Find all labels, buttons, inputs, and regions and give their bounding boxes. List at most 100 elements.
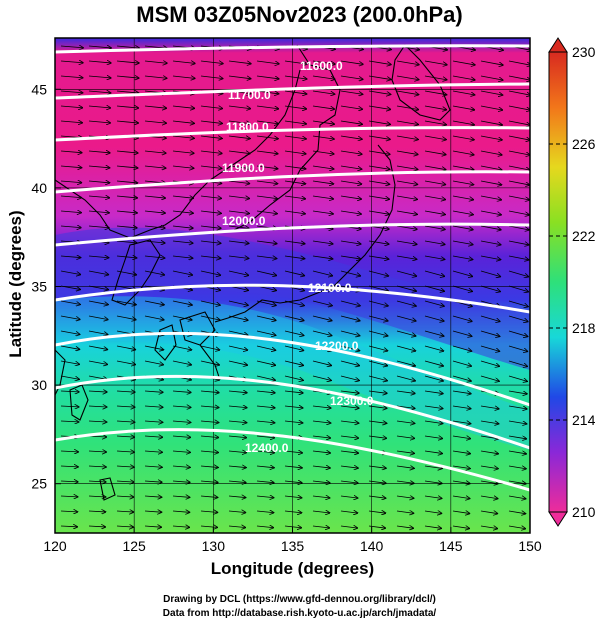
height-contour-line: [55, 331, 530, 407]
wind-vector: [200, 466, 218, 467]
wind-vector: [368, 210, 389, 214]
wind-vector: [396, 436, 414, 438]
wind-vector: [424, 75, 447, 80]
wind-vector: [200, 345, 219, 350]
wind-vector: [480, 481, 498, 484]
wind-vector: [144, 270, 164, 275]
wind-vector: [256, 270, 276, 275]
wind-vector: [60, 181, 81, 183]
wind-vector: [368, 406, 387, 408]
wind-vector: [116, 345, 135, 350]
wind-vector: [340, 496, 357, 498]
wind-vector: [368, 360, 387, 366]
wind-vector: [116, 270, 136, 275]
wind-vector: [340, 180, 361, 184]
wind-vector: [508, 180, 529, 185]
wind-vector: [172, 270, 192, 275]
wind-vector: [144, 496, 161, 497]
wind-vector: [256, 496, 273, 498]
wind-vector: [172, 151, 194, 153]
wind-vector: [424, 285, 444, 291]
wind-vector: [60, 330, 79, 334]
wind-vector: [116, 151, 138, 153]
wind-vector: [228, 151, 250, 154]
wind-vector: [452, 451, 470, 454]
x-tick-label: 120: [43, 538, 67, 554]
wind-vector: [452, 330, 471, 336]
wind-vector: [424, 255, 444, 259]
wind-vector: [396, 270, 416, 276]
wind-vector: [200, 106, 222, 108]
wind-vector: [508, 135, 530, 140]
wind-vector: [452, 195, 473, 200]
wind-vector: [284, 345, 303, 350]
y-tick-label: 35: [31, 278, 47, 294]
wind-vector: [508, 105, 530, 110]
wind-vector: [144, 345, 163, 350]
wind-vector: [396, 225, 417, 229]
wind-vector: [508, 255, 528, 260]
wind-vector: [144, 391, 163, 392]
wind-vector: [200, 436, 218, 437]
wind-vector: [396, 195, 417, 199]
contour-label: 11800.0: [226, 120, 269, 134]
y-tick-label: 40: [31, 180, 47, 196]
wind-vector: [60, 375, 79, 379]
wind-vector: [60, 226, 81, 228]
x-tick-label: 145: [439, 538, 463, 554]
wind-vector: [60, 166, 81, 168]
wind-vector: [256, 375, 275, 380]
wind-vector: [284, 360, 303, 365]
wind-vector: [312, 195, 333, 199]
wind-vector: [340, 375, 359, 381]
wind-vector: [172, 406, 191, 407]
contour-label: 11900.0: [222, 161, 265, 175]
colorbar-scale: [548, 51, 568, 513]
wind-vector: [172, 481, 190, 482]
wind-vector: [508, 60, 530, 65]
wind-vector: [368, 436, 386, 438]
wind-vector: [480, 90, 502, 95]
wind-vector: [60, 345, 79, 349]
wind-vector: [228, 315, 248, 320]
wind-vector: [452, 90, 474, 95]
wind-vector: [116, 76, 139, 78]
wind-vector: [88, 91, 110, 93]
wind-vector: [228, 105, 250, 109]
wind-vector: [256, 315, 276, 320]
wind-vector: [256, 421, 274, 423]
wind-vector: [340, 75, 363, 79]
wind-vector: [424, 451, 442, 453]
wind-vector: [508, 75, 530, 80]
jet-core-shading: [55, 227, 530, 370]
wind-vector: [424, 165, 445, 170]
wind-vector: [284, 300, 304, 305]
wind-vector: [116, 241, 137, 243]
wind-vector: [452, 255, 472, 259]
wind-vector: [228, 421, 246, 423]
wind-vector: [116, 211, 137, 213]
wind-vector: [284, 255, 304, 259]
wind-vector: [228, 75, 251, 79]
wind-vector: [116, 451, 134, 452]
wind-vector: [340, 511, 357, 513]
y-tick-label: 45: [31, 81, 47, 97]
wind-vector: [424, 90, 446, 95]
wind-vector: [396, 105, 418, 110]
wind-vector: [228, 360, 247, 365]
wind-vector: [88, 511, 105, 512]
wind-vector: [396, 300, 416, 306]
wind-vector: [452, 285, 472, 291]
wind-vector: [228, 345, 247, 350]
wind-vector: [228, 496, 245, 498]
wind-vector: [256, 481, 274, 483]
wind-vector: [368, 391, 387, 393]
wind-vector: [452, 345, 471, 351]
wind-vector: [396, 360, 415, 366]
wind-vector: [60, 270, 80, 274]
wind-vector: [60, 511, 77, 512]
wind-vector: [144, 76, 167, 78]
wind-vector: [312, 270, 332, 276]
wind-vector: [88, 211, 109, 213]
